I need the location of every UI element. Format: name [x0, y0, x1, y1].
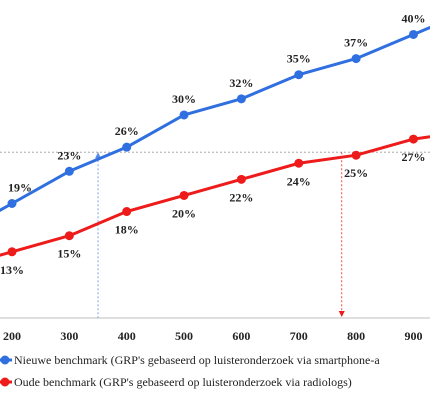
series-1-point: [294, 158, 304, 168]
blue-data-label: 32%: [229, 76, 253, 90]
red-data-label: 27%: [401, 150, 425, 164]
x-tick-label: 200: [3, 329, 21, 343]
series-0-point: [64, 166, 74, 176]
chart-series: [0, 25, 430, 257]
reference-lines: [0, 151, 430, 318]
series-0-point: [408, 29, 418, 39]
red-arrowhead: [338, 311, 345, 317]
series-1-point: [236, 174, 246, 184]
x-tick-label: 400: [118, 329, 136, 343]
red-data-label: 25%: [344, 166, 368, 180]
series-0-point: [7, 199, 17, 208]
x-tick-label: 900: [404, 329, 422, 343]
blue-data-label: 26%: [115, 124, 139, 138]
series-line-0: [0, 25, 430, 212]
series-0-point: [179, 110, 189, 120]
series-0-point: [294, 70, 304, 80]
legend-label-0: Nieuwe benchmark (GRP's gebaseerd op lui…: [14, 353, 380, 367]
series-0-point: [351, 54, 361, 64]
red-data-label: 15%: [57, 247, 81, 261]
series-1-point: [179, 190, 189, 200]
red-data-label: 24%: [287, 174, 311, 188]
red-data-label: 18%: [115, 223, 139, 237]
series-1-point: [7, 247, 17, 257]
blue-data-label: 37%: [344, 36, 368, 50]
x-tick-label: 500: [175, 329, 193, 343]
blue-data-label: 19%: [8, 181, 32, 195]
series-0-point: [122, 142, 132, 152]
series-1-point: [408, 134, 418, 144]
blue-data-label: 35%: [287, 52, 311, 66]
x-tick-label: 600: [232, 329, 250, 343]
blue-data-label: 23%: [57, 148, 81, 162]
x-axis-ticks: 200 300 400 500 600 700 800 900: [3, 329, 422, 343]
blue-data-label: 40%: [401, 11, 425, 25]
series-1-point: [351, 150, 361, 160]
legend: Nieuwe benchmark (GRP's gebaseerd op lui…: [0, 353, 380, 389]
series-1-point: [64, 231, 74, 241]
legend-label-1: Oude benchmark (GRP's gebaseerd op luist…: [14, 375, 352, 389]
x-tick-label: 800: [347, 329, 365, 343]
legend-marker-0: [0, 355, 10, 365]
blue-arrowhead: [95, 152, 102, 159]
red-data-label: 22%: [229, 190, 253, 204]
series-line-1: [0, 135, 430, 257]
legend-marker-1: [0, 377, 10, 387]
series-1-point: [122, 207, 132, 217]
red-data-label: 13%: [0, 263, 24, 277]
blue-data-label: 30%: [172, 92, 196, 106]
series-0-point: [236, 94, 246, 104]
data-labels: 19% 23% 26% 30% 32% 35% 37% 40% 13% 15% 18% 20% 22% 2…: [0, 11, 425, 276]
red-data-label: 20%: [172, 206, 196, 220]
x-tick-label: 300: [60, 329, 78, 343]
x-tick-label: 700: [290, 329, 308, 343]
